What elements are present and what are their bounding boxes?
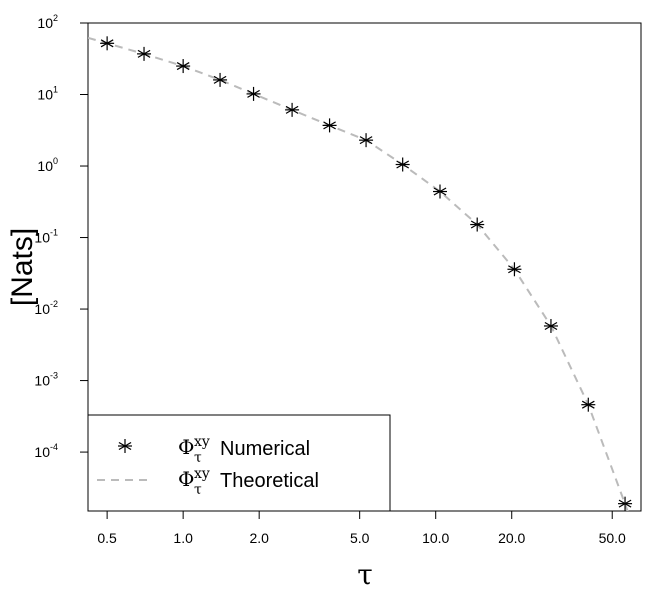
y-tick-base: 10 <box>37 87 53 103</box>
y-tick-base: 10 <box>37 15 53 31</box>
y-tick-exponent: -2 <box>50 299 58 309</box>
y-axis-label: [Nats] <box>6 228 39 306</box>
numerical-point <box>359 133 374 148</box>
y-tick-label: 10-2 <box>34 299 58 317</box>
numerical-point <box>433 184 448 199</box>
y-tick-label: 10-4 <box>34 442 58 460</box>
y-tick-base: 10 <box>34 301 50 317</box>
y-tick-base: 10 <box>37 158 53 174</box>
x-tick-label: 1.0 <box>173 530 193 546</box>
numerical-point <box>100 36 115 51</box>
y-tick-base: 10 <box>34 230 50 246</box>
x-axis-label: τ <box>357 558 373 591</box>
legend-phi: Φ <box>178 435 194 459</box>
y-tick-exponent: 0 <box>53 156 58 166</box>
x-tick-label: 0.5 <box>97 530 117 546</box>
legend-label: Theoretical <box>220 470 319 492</box>
legend-subscript: τ <box>194 450 202 466</box>
x-tick-label: 10.0 <box>422 530 449 546</box>
numerical-point <box>213 72 228 87</box>
legend-superscript: xy <box>194 466 210 482</box>
x-tick-label: 20.0 <box>498 530 525 546</box>
x-tick-label: 5.0 <box>350 530 370 546</box>
x-tick-label: 2.0 <box>249 530 269 546</box>
numerical-point <box>322 118 337 133</box>
numerical-point <box>285 102 300 117</box>
legend-phi: Φ <box>178 467 194 491</box>
legend-superscript: xy <box>194 434 210 450</box>
legend-subscript: τ <box>194 482 202 498</box>
y-tick-exponent: -3 <box>50 371 58 381</box>
y-tick-exponent: -1 <box>50 228 58 238</box>
y-tick-label: 102 <box>37 13 58 31</box>
numerical-point <box>137 46 152 61</box>
y-tick-label: 101 <box>37 85 58 103</box>
legend-box <box>87 414 391 512</box>
numerical-point <box>507 262 522 277</box>
y-tick-base: 10 <box>34 444 50 460</box>
x-tick-label: 50.0 <box>599 530 626 546</box>
numerical-point <box>543 318 558 333</box>
y-tick-label: 10-3 <box>34 371 58 389</box>
y-tick-label: 100 <box>37 156 58 174</box>
y-tick-exponent: 1 <box>53 85 58 95</box>
numerical-point <box>395 157 410 172</box>
x-axis: 0.5 1.0 2.0 5.0 10.0 20.0 50.0 <box>97 511 626 546</box>
legend-label: Numerical <box>220 438 310 460</box>
numerical-point <box>176 59 191 74</box>
numerical-point <box>581 397 596 412</box>
numerical-point <box>618 496 633 511</box>
y-tick-base: 10 <box>34 373 50 389</box>
y-tick-label: 10-1 <box>34 228 58 246</box>
legend-asterisk <box>118 439 132 453</box>
series-layer <box>88 36 633 511</box>
y-tick-exponent: -4 <box>50 442 58 452</box>
numerical-point <box>470 217 485 232</box>
numerical-point <box>246 86 261 101</box>
y-tick-exponent: 2 <box>53 13 58 23</box>
